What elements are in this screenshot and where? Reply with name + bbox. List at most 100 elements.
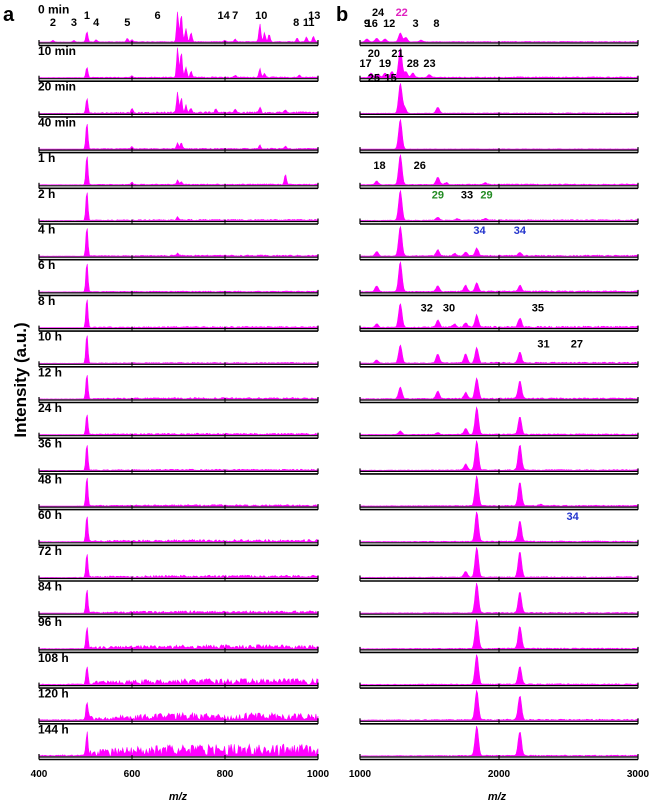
- xtick-label-a-3: 1000: [307, 769, 330, 780]
- peak-label-b-18: 33: [461, 190, 473, 202]
- spectrum-b-10: [359, 377, 639, 400]
- peak-label-a-8: 10: [255, 10, 267, 22]
- spectrum-b-6: [359, 225, 639, 257]
- spectrum-a-0: [39, 11, 319, 43]
- spectrum-b-1: [359, 47, 639, 79]
- peak-label-a-6: 14: [217, 10, 230, 22]
- spectrum-b-12: [359, 440, 639, 471]
- peak-label-b-25: 31: [537, 338, 549, 350]
- time-label-15: 72 h: [38, 544, 62, 558]
- peak-label-a-4: 5: [124, 17, 130, 29]
- time-label-9: 10 h: [38, 330, 62, 344]
- peak-label-a-1: 3: [71, 17, 77, 29]
- spectrum-b-20: [359, 725, 639, 757]
- spectrum-b-17: [359, 618, 639, 650]
- x-axis-title-a: m/z: [169, 791, 188, 803]
- time-label-14: 60 h: [38, 508, 62, 522]
- peak-label-b-0: 9: [364, 18, 370, 30]
- time-label-2: 20 min: [38, 80, 76, 94]
- peak-label-a-10: 11: [303, 17, 315, 29]
- peak-label-b-13: 25: [368, 72, 380, 84]
- time-label-12: 36 h: [38, 437, 62, 451]
- spectrum-b-19: [359, 689, 639, 721]
- peak-label-b-22: 32: [421, 303, 433, 315]
- spectrum-a-2: [38, 91, 319, 114]
- peak-label-b-12: 23: [423, 58, 435, 70]
- panel-a-letter: a: [3, 4, 15, 26]
- spectrum-a-12: [39, 445, 320, 471]
- spectrum-b-4: [359, 153, 639, 186]
- time-label-6: 4 h: [38, 223, 55, 237]
- peak-label-b-1: 16: [366, 18, 378, 30]
- spectrum-b-14: [359, 511, 639, 543]
- time-label-11: 24 h: [38, 401, 62, 415]
- spectrum-a-1: [39, 47, 319, 79]
- time-label-18: 108 h: [38, 651, 69, 665]
- time-label-4: 1 h: [38, 151, 55, 165]
- spectrum-a-18: [39, 666, 319, 686]
- spectrum-b-13: [359, 475, 639, 507]
- spectrum-a-17: [38, 627, 319, 650]
- time-label-7: 6 h: [38, 258, 55, 272]
- peak-label-a-3: 4: [93, 17, 100, 29]
- peak-label-a-11: 13: [308, 10, 320, 22]
- peak-label-b-19: 29: [480, 190, 492, 202]
- peak-label-b-27: 34: [567, 511, 580, 523]
- peak-label-b-20: 34: [473, 225, 486, 237]
- spectrum-a-13: [38, 477, 319, 507]
- peak-label-b-5: 3: [413, 18, 419, 30]
- peak-label-a-0: 2: [50, 17, 56, 29]
- xtick-label-a-0: 400: [31, 769, 48, 780]
- x-axis-title-b: m/z: [488, 791, 507, 803]
- time-label-19: 120 h: [38, 687, 69, 701]
- y-axis-title: Intensity (a.u.): [11, 322, 30, 437]
- spectrum-a-7: [39, 263, 319, 293]
- time-label-13: 48 h: [38, 472, 62, 486]
- time-label-10: 12 h: [38, 365, 62, 379]
- xtick-label-a-2: 800: [217, 769, 234, 780]
- peak-label-b-26: 27: [571, 338, 583, 350]
- xtick-label-b-2: 3000: [627, 769, 650, 780]
- panel-b-letter: b: [336, 4, 348, 26]
- spectrum-b-16: [359, 582, 639, 614]
- peak-label-b-16: 26: [414, 160, 426, 172]
- peak-label-b-4: 22: [396, 7, 408, 19]
- peak-label-a-9: 8: [293, 17, 299, 29]
- time-label-5: 2 h: [38, 187, 55, 201]
- peak-label-a-7: 7: [232, 10, 238, 22]
- peak-label-b-2: 24: [372, 7, 385, 19]
- peak-label-b-10: 21: [391, 48, 403, 60]
- spectrum-b-3: [359, 118, 639, 150]
- peak-label-a-2: 1: [84, 10, 90, 22]
- spectrum-a-8: [39, 299, 319, 328]
- xtick-label-b-0: 1000: [349, 769, 372, 780]
- spectrum-a-15: [38, 554, 319, 579]
- spectrum-a-11: [38, 414, 319, 436]
- spectrum-b-5: [359, 189, 639, 221]
- spectrum-b-0: [359, 32, 639, 43]
- peak-label-b-9: 19: [379, 58, 391, 70]
- time-label-17: 96 h: [38, 615, 62, 629]
- peak-label-a-5: 6: [155, 10, 161, 22]
- spectrum-b-11: [359, 406, 639, 436]
- peak-label-b-3: 12: [383, 18, 395, 30]
- spectrum-a-20: [38, 731, 319, 758]
- spectrum-b-8: [359, 303, 639, 329]
- xtick-label-b-1: 2000: [488, 769, 511, 780]
- spectrum-a-5: [39, 192, 319, 221]
- peak-label-b-17: 29: [432, 190, 444, 202]
- spectrum-b-9: [359, 344, 639, 364]
- spectrum-a-4: [39, 156, 319, 186]
- spectrum-a-3: [38, 124, 319, 150]
- spectrum-b-7: [359, 261, 639, 293]
- peak-label-b-8: 17: [359, 58, 371, 70]
- peak-label-b-24: 35: [532, 303, 544, 315]
- peak-label-b-23: 30: [443, 303, 455, 315]
- spectrum-a-19: [38, 701, 319, 722]
- spectrum-a-14: [38, 516, 319, 543]
- time-label-0: 0 min: [38, 2, 69, 16]
- spectrum-b-18: [359, 654, 639, 685]
- time-label-1: 10 min: [38, 44, 76, 58]
- peak-label-b-15: 18: [373, 160, 385, 172]
